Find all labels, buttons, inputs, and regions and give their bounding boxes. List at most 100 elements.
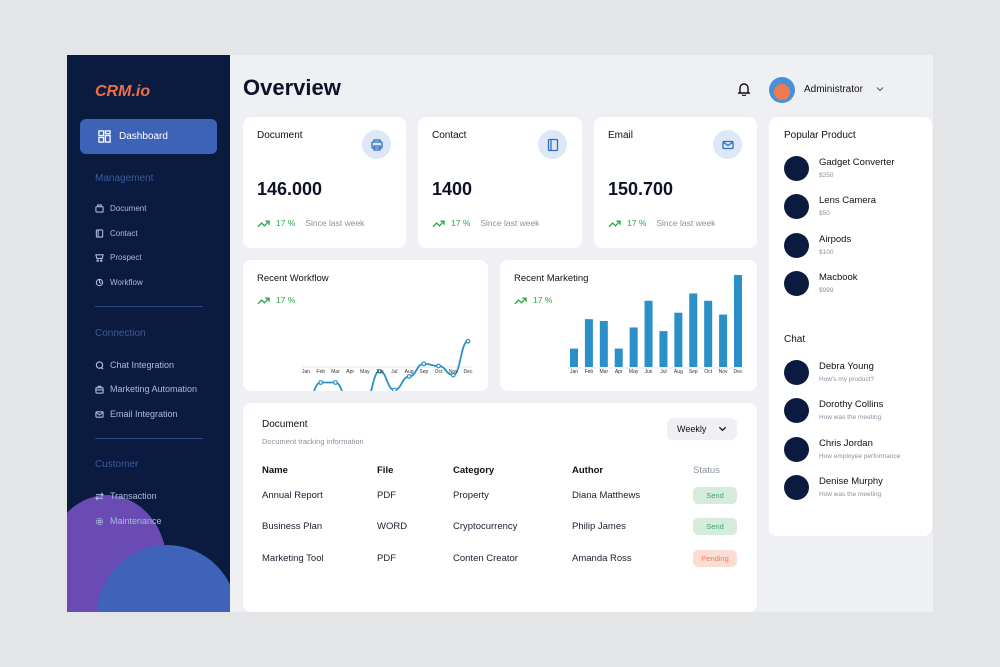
cell-author: Amanda Ross [572, 553, 632, 564]
product-item[interactable]: Airpods $100 [784, 233, 851, 258]
status-badge[interactable]: Pending [693, 550, 737, 567]
bar [584, 319, 593, 367]
chart-trend: 17 % [257, 295, 305, 305]
chat-item[interactable]: Denise Murphy How was the meeting [784, 475, 883, 500]
sidebar-item-workflow[interactable]: Workflow [95, 278, 143, 287]
x-tick-label: Apr [346, 369, 354, 375]
cell-category: Property [453, 490, 489, 501]
cell-name: Business Plan [262, 521, 323, 532]
product-thumbnail [784, 194, 809, 219]
printer-icon [362, 130, 391, 159]
chat-message: How employee performance [819, 453, 901, 460]
contact-book-icon [95, 229, 104, 238]
stat-card-contact: Contact 1400 17 % Since last week [418, 117, 582, 248]
chat-name: Dorothy Collins [819, 399, 884, 410]
sidebar-item-prospect[interactable]: Prospect [95, 253, 142, 262]
product-item[interactable]: Lens Camera $50 [784, 194, 876, 219]
stat-value: 1400 [432, 179, 473, 199]
line-point [333, 380, 338, 385]
sidebar-item-label: Prospect [110, 253, 142, 262]
sidebar-item-label: Dashboard [119, 131, 168, 142]
x-tick-label: Feb [316, 369, 325, 375]
right-panel: Popular Product Gadget Converter $250 Len… [769, 117, 932, 536]
trend-up-icon [257, 220, 270, 227]
chat-avatar [784, 360, 809, 385]
product-name: Macbook [819, 272, 858, 283]
stat-trend: 17 % Since last week [432, 218, 539, 228]
line-point [436, 363, 441, 369]
workflow-chart-card: Recent Workflow 17 % Jan Feb Mar Apr May Jun J… [243, 260, 488, 391]
product-price: $999 [819, 287, 834, 294]
chat-message: How was the meeting [819, 414, 882, 421]
x-tick-label: Nov [449, 369, 458, 375]
line-point [421, 361, 427, 367]
product-thumbnail [784, 156, 809, 181]
sidebar-item-label: Marketing Automation [110, 384, 198, 394]
product-thumbnail [784, 233, 809, 258]
chat-item[interactable]: Chris Jordan How employee performance [784, 437, 900, 462]
sidebar-item-transaction[interactable]: Transaction [95, 491, 157, 501]
sidebar-item-label: Chat Integration [110, 360, 175, 370]
product-thumbnail [784, 271, 809, 296]
sidebar-item-email-integration[interactable]: Email Integration [95, 409, 178, 419]
x-tick-label: Oct [704, 369, 712, 375]
bar [599, 321, 608, 367]
column-header-author: Author [572, 465, 604, 476]
chart-title: Recent Workflow [257, 273, 329, 284]
cart-icon [95, 254, 104, 262]
trend-up-icon [514, 297, 527, 304]
trend-up-icon [608, 220, 621, 227]
bell-icon[interactable] [737, 82, 751, 96]
x-tick-label: Jul [660, 369, 666, 375]
chat-item[interactable]: Dorothy Collins How was the meeting [784, 398, 883, 423]
section-title-management: Management [95, 173, 154, 184]
brand-logo: CRM.io [95, 83, 151, 100]
sidebar-item-dashboard[interactable]: Dashboard [80, 119, 217, 154]
chevron-down-icon[interactable] [875, 84, 885, 94]
document-icon [95, 204, 104, 213]
sidebar-item-maintenance[interactable]: Maintenance [95, 516, 162, 526]
bar [674, 312, 683, 367]
bar [719, 314, 728, 367]
x-tick-label: Feb [585, 369, 594, 375]
mail-icon [713, 130, 742, 159]
stat-card-email: Email 150.700 17 % Since last week [594, 117, 757, 248]
product-price: $100 [819, 249, 834, 256]
popular-product-title: Popular Product [784, 130, 856, 141]
cell-category: Conten Creator [453, 553, 518, 564]
gear-icon [95, 517, 104, 525]
column-header-category: Category [453, 465, 495, 476]
sidebar-item-label: Workflow [110, 278, 143, 287]
status-badge[interactable]: Send [693, 487, 737, 504]
cell-name: Annual Report [262, 490, 323, 501]
sidebar-item-marketing-automation[interactable]: Marketing Automation [95, 384, 197, 394]
line-point [377, 368, 383, 374]
sidebar-item-document[interactable]: Document [95, 204, 146, 213]
mail-icon [95, 410, 104, 418]
chat-name: Chris Jordan [819, 438, 873, 449]
avatar[interactable] [769, 77, 795, 103]
x-tick-label: May [629, 369, 639, 375]
briefcase-icon [95, 385, 104, 394]
stat-label: Document [257, 130, 303, 141]
stat-trend: 17 % Since last week [257, 218, 364, 228]
chart-title: Recent Marketing [514, 273, 589, 284]
cell-author: Diana Matthews [572, 490, 641, 501]
sidebar-item-chat-integration[interactable]: Chat Integration [95, 360, 174, 370]
product-item[interactable]: Macbook $999 [784, 271, 858, 296]
book-icon [538, 130, 567, 159]
x-tick-label: Dec [464, 369, 473, 375]
workflow-icon [95, 278, 104, 287]
x-tick-label: Jun [645, 369, 653, 375]
user-name[interactable]: Administrator [804, 84, 863, 95]
sidebar-item-contact[interactable]: Contact [95, 229, 138, 238]
chat-name: Debra Young [819, 361, 874, 372]
product-item[interactable]: Gadget Converter $250 [784, 156, 895, 181]
section-title-connection: Connection [95, 328, 146, 339]
status-badge[interactable]: Send [693, 518, 737, 535]
stat-label: Email [608, 130, 634, 141]
period-dropdown[interactable]: Weekly [667, 418, 737, 440]
chat-item[interactable]: Debra Young How's my product? [784, 360, 874, 385]
chat-message: How was the meeting [819, 491, 882, 498]
x-tick-label: Jan [302, 369, 310, 375]
